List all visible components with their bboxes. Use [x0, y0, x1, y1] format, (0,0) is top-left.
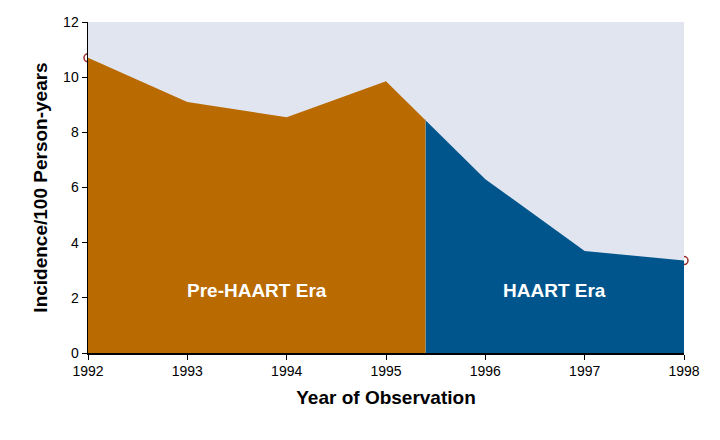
svg-text:1997: 1997 [569, 363, 600, 379]
svg-text:1994: 1994 [271, 363, 302, 379]
svg-text:8: 8 [71, 124, 79, 140]
svg-text:HAART Era: HAART Era [503, 280, 606, 301]
svg-text:10: 10 [63, 69, 79, 85]
svg-text:1998: 1998 [668, 363, 699, 379]
svg-text:1993: 1993 [172, 363, 203, 379]
svg-text:12: 12 [63, 14, 79, 30]
svg-text:Year of Observation: Year of Observation [296, 387, 476, 408]
svg-text:4: 4 [71, 235, 79, 251]
svg-text:2: 2 [71, 290, 79, 306]
svg-text:1995: 1995 [370, 363, 401, 379]
svg-text:1992: 1992 [72, 363, 103, 379]
svg-text:0: 0 [71, 345, 79, 361]
svg-text:Incidence/100 Person-years: Incidence/100 Person-years [30, 62, 51, 312]
svg-text:6: 6 [71, 179, 79, 195]
svg-text:1996: 1996 [470, 363, 501, 379]
svg-text:Pre-HAART Era: Pre-HAART Era [187, 280, 327, 301]
